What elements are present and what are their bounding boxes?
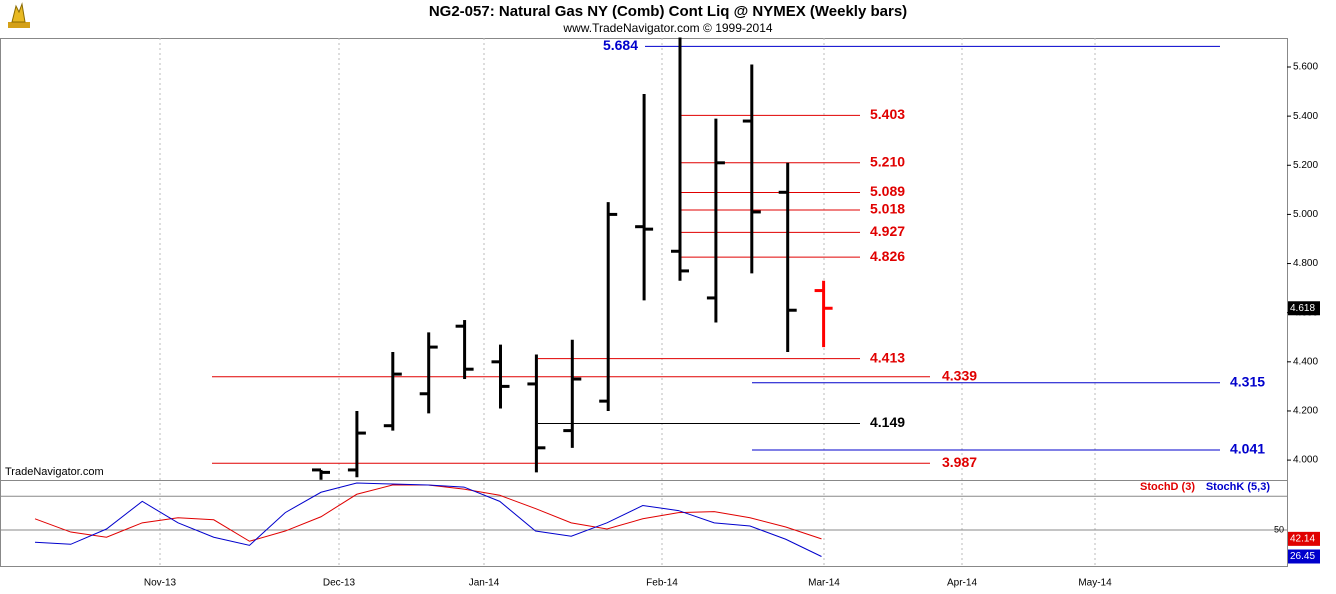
x-tick-label: Feb-14	[646, 578, 678, 589]
y-tick-label: 5.600	[1293, 62, 1318, 73]
legend-entry: StochD (3)	[1140, 481, 1195, 493]
y-tick-label: 4.200	[1293, 406, 1318, 417]
y-tick-label: 5.400	[1293, 111, 1318, 122]
x-tick-label: Dec-13	[323, 578, 356, 589]
y-tick-label: 4.400	[1293, 356, 1318, 367]
y-tick-label: 5.200	[1293, 160, 1318, 171]
y-tick-label: 5.000	[1293, 209, 1318, 220]
chart-subtitle: www.TradeNavigator.com © 1999-2014	[562, 21, 772, 35]
x-tick-label: Nov-13	[144, 578, 177, 589]
level-label: 5.210	[870, 154, 905, 170]
last-price-box	[1288, 301, 1320, 316]
y-tick-label: 50	[1274, 524, 1284, 534]
level-label: 5.403	[870, 106, 905, 122]
level-label: 5.684	[603, 37, 638, 53]
chart-title: NG2-057: Natural Gas NY (Comb) Cont Liq …	[429, 3, 907, 20]
last-price: 4.618	[1290, 303, 1315, 314]
legend-entry: StochK (5,3)	[1206, 481, 1271, 493]
level-label: 3.987	[942, 454, 977, 470]
value-label: 42.14	[1290, 534, 1315, 545]
logo	[8, 2, 30, 28]
level-label: 4.041	[1230, 441, 1265, 457]
x-tick-label: Jan-14	[469, 578, 500, 589]
value-box	[1288, 531, 1320, 546]
level-label: 4.339	[942, 368, 977, 384]
y-tick-label: 4.800	[1293, 258, 1318, 269]
level-label: 4.927	[870, 223, 905, 239]
x-tick-label: Apr-14	[947, 578, 977, 589]
level-label: 4.315	[1230, 373, 1265, 389]
value-label: 26.45	[1290, 551, 1315, 562]
level-label: 4.149	[870, 414, 905, 430]
x-tick-label: May-14	[1078, 578, 1112, 589]
level-label: 5.018	[870, 201, 905, 217]
level-label: 4.413	[870, 349, 905, 365]
x-tick-label: Mar-14	[808, 578, 840, 589]
level-label: 5.089	[870, 183, 905, 199]
value-box	[1288, 549, 1320, 564]
stoch-line	[34, 482, 822, 557]
stoch-panel	[0, 480, 1288, 567]
watermark: TradeNavigator.com	[5, 466, 104, 478]
y-tick-label: 4.000	[1293, 455, 1318, 466]
level-label: 4.826	[870, 248, 905, 264]
